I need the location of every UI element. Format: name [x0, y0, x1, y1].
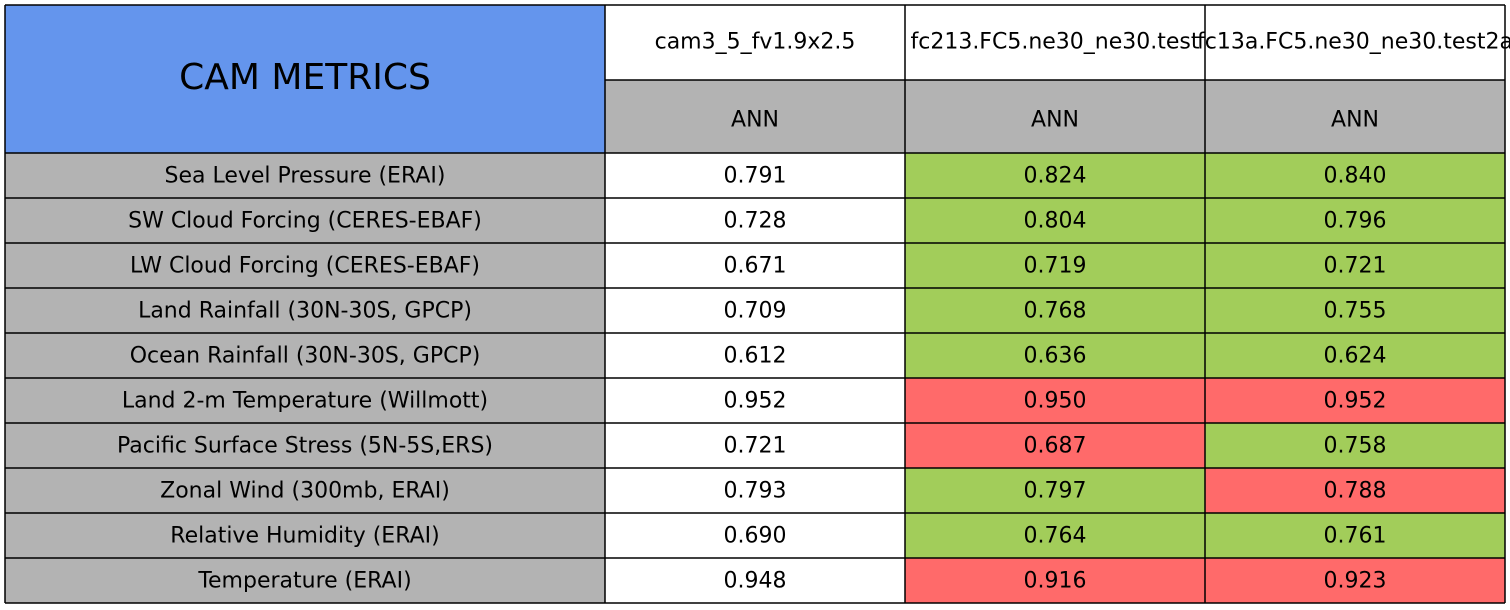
cell-value: 0.804 — [1024, 209, 1087, 234]
cell-value: 0.797 — [1024, 479, 1087, 504]
cell-value: 0.923 — [1324, 569, 1387, 594]
value-cell — [605, 468, 905, 513]
cell-value: 0.916 — [1024, 569, 1087, 594]
value-cell — [905, 153, 1205, 198]
value-cell — [1205, 333, 1505, 378]
season-header-cell — [605, 80, 905, 153]
cell-value: 0.824 — [1024, 164, 1087, 189]
value-cell — [905, 288, 1205, 333]
season-label: ANN — [1331, 108, 1379, 133]
value-cell — [1205, 378, 1505, 423]
row-label: Land 2-m Temperature (Willmott) — [122, 389, 488, 414]
season-header-cell — [1205, 80, 1505, 153]
row-label: Land Rainfall (30N-30S, GPCP) — [138, 299, 472, 324]
season-label: ANN — [1031, 108, 1079, 133]
value-cell — [1205, 558, 1505, 603]
row-label: LW Cloud Forcing (CERES-EBAF) — [130, 254, 480, 279]
cell-value: 0.636 — [1024, 344, 1087, 369]
cell-value: 0.950 — [1024, 389, 1087, 414]
row-label-cell — [5, 423, 605, 468]
column-header-cell — [905, 5, 1205, 80]
cell-value: 0.719 — [1024, 254, 1087, 279]
value-cell — [605, 198, 905, 243]
value-cell — [905, 423, 1205, 468]
value-cell — [905, 513, 1205, 558]
cell-value: 0.612 — [724, 344, 787, 369]
row-label: Sea Level Pressure (ERAI) — [165, 164, 446, 189]
value-cell — [905, 378, 1205, 423]
value-cell — [1205, 288, 1505, 333]
value-cell — [1205, 423, 1505, 468]
value-cell — [605, 423, 905, 468]
title-cell — [5, 5, 605, 153]
value-cell — [1205, 243, 1505, 288]
value-cell — [605, 243, 905, 288]
row-label-cell — [5, 468, 605, 513]
row-label-cell — [5, 198, 605, 243]
row-label-cell — [5, 558, 605, 603]
cell-value: 0.687 — [1024, 434, 1087, 459]
cell-value: 0.761 — [1324, 524, 1387, 549]
row-label-cell — [5, 513, 605, 558]
season-header-cell — [905, 80, 1205, 153]
row-label-cell — [5, 378, 605, 423]
row-label-cell — [5, 288, 605, 333]
cell-value: 0.788 — [1324, 479, 1387, 504]
cell-value: 0.764 — [1024, 524, 1087, 549]
cell-value: 0.690 — [724, 524, 787, 549]
column-name: fc213.FC5.ne30_ne30.test — [910, 30, 1199, 55]
cell-value: 0.952 — [724, 389, 787, 414]
cell-value: 0.721 — [1324, 254, 1387, 279]
row-label: Ocean Rainfall (30N-30S, GPCP) — [130, 344, 481, 369]
value-cell — [605, 378, 905, 423]
value-cell — [905, 468, 1205, 513]
row-label: Zonal Wind (300mb, ERAI) — [160, 479, 450, 504]
row-label: Temperature (ERAI) — [197, 569, 411, 594]
cell-value: 0.796 — [1324, 209, 1387, 234]
value-cell — [605, 513, 905, 558]
value-cell — [1205, 153, 1505, 198]
value-cell — [1205, 198, 1505, 243]
row-label: Relative Humidity (ERAI) — [170, 524, 439, 549]
cell-value: 0.952 — [1324, 389, 1387, 414]
season-label: ANN — [731, 108, 779, 133]
cell-value: 0.793 — [724, 479, 787, 504]
cell-value: 0.728 — [724, 209, 787, 234]
column-header-cell — [1205, 5, 1505, 80]
value-cell — [905, 333, 1205, 378]
column-name: cam3_5_fv1.9x2.5 — [655, 30, 856, 55]
value-cell — [605, 288, 905, 333]
table-title: CAM METRICS — [179, 57, 431, 98]
row-label-cell — [5, 243, 605, 288]
cell-value: 0.671 — [724, 254, 787, 279]
row-label-cell — [5, 153, 605, 198]
cell-value: 0.721 — [724, 434, 787, 459]
value-cell — [905, 243, 1205, 288]
value-cell — [1205, 468, 1505, 513]
cell-value: 0.624 — [1324, 344, 1387, 369]
value-cell — [905, 198, 1205, 243]
cell-value: 0.758 — [1324, 434, 1387, 459]
value-cell — [605, 558, 905, 603]
value-cell — [905, 558, 1205, 603]
value-cell — [605, 333, 905, 378]
cell-value: 0.791 — [724, 164, 787, 189]
row-label-cell — [5, 333, 605, 378]
cell-value: 0.709 — [724, 299, 787, 324]
cell-value: 0.840 — [1324, 164, 1387, 189]
cell-value: 0.768 — [1024, 299, 1087, 324]
column-name: fc13a.FC5.ne30_ne30.test2a — [1197, 30, 1510, 55]
value-cell — [1205, 513, 1505, 558]
value-cell — [605, 153, 905, 198]
row-label: Pacific Surface Stress (5N-5S,ERS) — [117, 434, 493, 459]
row-label: SW Cloud Forcing (CERES-EBAF) — [128, 209, 482, 234]
cell-value: 0.948 — [724, 569, 787, 594]
column-header-cell — [605, 5, 905, 80]
cell-value: 0.755 — [1324, 299, 1387, 324]
